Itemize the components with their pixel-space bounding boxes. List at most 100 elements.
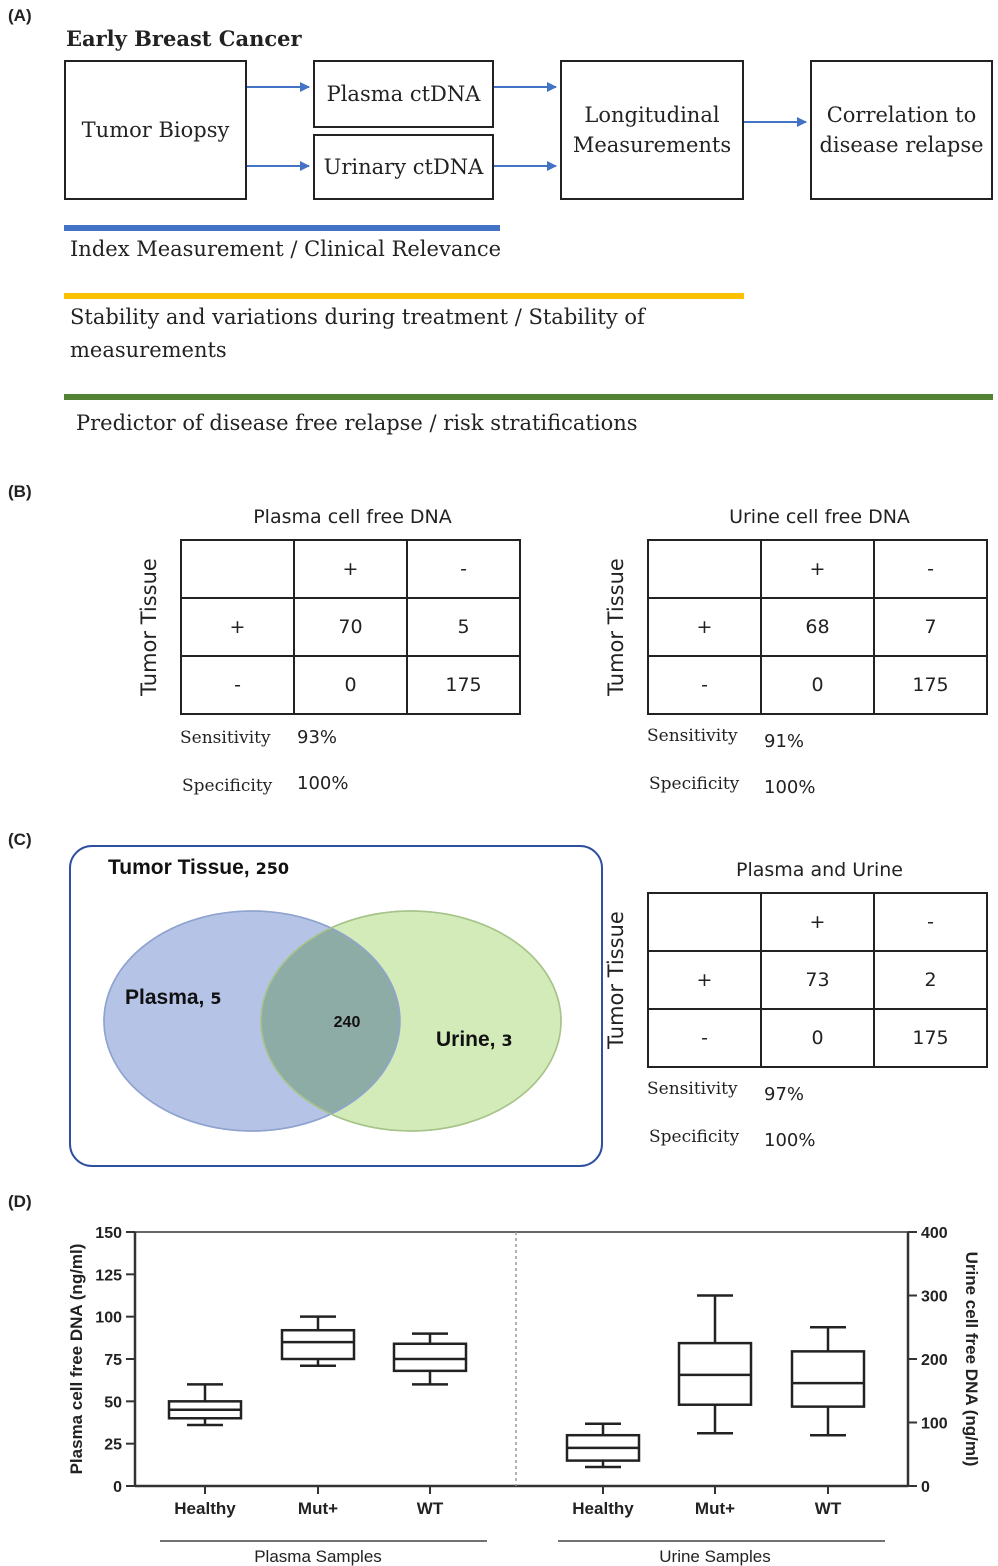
col-header: - bbox=[873, 539, 988, 599]
urine-specificity-value: 100% bbox=[764, 777, 816, 798]
y-tick-label-right: 0 bbox=[921, 1479, 930, 1496]
panel-label-d: (D) bbox=[8, 1192, 32, 1211]
col-header: + bbox=[760, 892, 875, 952]
panel-label-a: (A) bbox=[8, 6, 32, 25]
table-cell: 2 bbox=[873, 950, 988, 1010]
venn-title: Tumor Tissue, 250 bbox=[108, 856, 289, 879]
urine-sensitivity-label: Sensitivity bbox=[647, 726, 738, 746]
index-measurement-label: Index Measurement / Clinical Relevance bbox=[70, 237, 502, 261]
box-right-mut bbox=[677, 1294, 753, 1435]
col-header: - bbox=[873, 892, 988, 952]
panel-a-heading: Early Breast Cancer bbox=[66, 26, 302, 51]
table-cell: 73 bbox=[760, 950, 875, 1010]
left-y-axis-title: Plasma cell free DNA (ng/ml) bbox=[67, 1244, 86, 1475]
box-right-wt bbox=[790, 1326, 866, 1437]
predictor-bar bbox=[64, 394, 993, 400]
combined-specificity-label: Specificity bbox=[649, 1127, 740, 1147]
col-header: + bbox=[760, 539, 875, 599]
y-tick-label-right: 100 bbox=[921, 1416, 948, 1433]
y-tick-label-left: 100 bbox=[95, 1310, 122, 1327]
row-header: + bbox=[647, 597, 762, 657]
correlation-label: Correlation to disease relapse bbox=[819, 102, 984, 157]
tumor-biopsy-label: Tumor Biopsy bbox=[81, 117, 230, 142]
urine-row-axis-label: Tumor Tissue bbox=[604, 558, 628, 696]
table-cell: 0 bbox=[760, 1008, 875, 1068]
x-tick-label: WT bbox=[417, 1499, 444, 1518]
longitudinal-label: Longitudinal Measurements bbox=[572, 102, 732, 157]
stability-bar bbox=[64, 293, 744, 299]
table-cell: 175 bbox=[873, 1008, 988, 1068]
row-header: - bbox=[647, 655, 762, 715]
box-plot-chart: 0 25 50 75 100 125 150 0 100 200 300 400 Healthy Mu… bbox=[67, 1225, 981, 1566]
table-cell: 68 bbox=[760, 597, 875, 657]
box-iqr bbox=[790, 1350, 866, 1408]
urine-contingency-table: + - +68 7 -0 175 bbox=[647, 539, 988, 715]
table-cell: 175 bbox=[406, 655, 521, 715]
table-cell: 7 bbox=[873, 597, 988, 657]
row-header: - bbox=[647, 1008, 762, 1068]
longitudinal-box: Longitudinal Measurements bbox=[560, 60, 744, 200]
table-corner bbox=[647, 539, 762, 599]
combined-sensitivity-value: 97% bbox=[764, 1084, 805, 1105]
combined-table-title: Plasma and Urine bbox=[736, 859, 903, 881]
table-corner bbox=[647, 892, 762, 952]
combined-specificity-value: 100% bbox=[764, 1130, 816, 1151]
flow-arrows bbox=[247, 82, 807, 171]
plasma-table-title: Plasma cell free DNA bbox=[253, 506, 452, 528]
x-tick-label: Healthy bbox=[174, 1499, 236, 1518]
box-left-mut bbox=[280, 1315, 356, 1368]
venn-diagram: Tumor Tissue, 250 Plasma, 5 240 Urine, 3 bbox=[69, 845, 603, 1167]
row-header: - bbox=[180, 655, 295, 715]
y-tick-label-right: 200 bbox=[921, 1352, 948, 1369]
tumor-biopsy-box: Tumor Biopsy bbox=[64, 60, 247, 200]
plasma-sensitivity-label: Sensitivity bbox=[180, 728, 271, 748]
venn-plasma-label: Plasma, 5 bbox=[125, 986, 222, 1009]
y-tick-label-left: 75 bbox=[104, 1352, 122, 1369]
box-left-wt bbox=[392, 1332, 468, 1386]
table-cell: 175 bbox=[873, 655, 988, 715]
col-header: - bbox=[406, 539, 521, 599]
panel-label-c: (C) bbox=[8, 830, 32, 849]
y-tick-label-left: 0 bbox=[113, 1479, 122, 1496]
right-y-axis-title: Urine cell free DNA (ng/ml) bbox=[962, 1252, 981, 1467]
plasma-sensitivity-value: 93% bbox=[297, 727, 338, 748]
combined-contingency-table: + - +73 2 -0 175 bbox=[647, 892, 988, 1068]
table-cell: 0 bbox=[293, 655, 408, 715]
x-tick-label: Healthy bbox=[572, 1499, 634, 1518]
combined-sensitivity-label: Sensitivity bbox=[647, 1079, 738, 1099]
stability-label: Stability and variations during treatmen… bbox=[70, 305, 645, 362]
row-header: + bbox=[180, 597, 295, 657]
table-corner bbox=[180, 539, 295, 599]
plasma-ctdna-box: Plasma ctDNA bbox=[313, 60, 494, 128]
plasma-specificity-value: 100% bbox=[297, 773, 349, 794]
y-tick-label-left: 125 bbox=[95, 1267, 122, 1284]
plasma-row-axis-label: Tumor Tissue bbox=[137, 558, 161, 696]
y-tick-label-right: 400 bbox=[921, 1225, 948, 1242]
combined-row-axis-label: Tumor Tissue bbox=[604, 911, 628, 1049]
plasma-ctdna-label: Plasma ctDNA bbox=[326, 81, 481, 106]
col-header: + bbox=[293, 539, 408, 599]
urine-sensitivity-value: 91% bbox=[764, 731, 805, 752]
panel-label-b: (B) bbox=[8, 482, 32, 501]
box-left-healthy bbox=[167, 1383, 243, 1427]
table-cell: 70 bbox=[293, 597, 408, 657]
y-tick-label-left: 150 bbox=[95, 1225, 122, 1242]
box-iqr bbox=[280, 1328, 356, 1361]
venn-overlap-label: 240 bbox=[334, 1014, 361, 1031]
row-header: + bbox=[647, 950, 762, 1010]
urinary-ctdna-label: Urinary ctDNA bbox=[323, 154, 484, 179]
y-tick-label-left: 25 bbox=[104, 1437, 122, 1454]
predictor-label: Predictor of disease free relapse / risk… bbox=[76, 411, 638, 435]
x-tick-label: Mut+ bbox=[695, 1499, 735, 1518]
y-tick-label-left: 50 bbox=[104, 1394, 122, 1411]
group-label-plasma: Plasma Samples bbox=[254, 1547, 382, 1566]
y-tick-label-right: 300 bbox=[921, 1289, 948, 1306]
x-tick-label: WT bbox=[815, 1499, 842, 1518]
urinary-ctdna-box: Urinary ctDNA bbox=[313, 134, 494, 200]
box-right-healthy bbox=[565, 1422, 641, 1469]
urine-specificity-label: Specificity bbox=[649, 774, 740, 794]
group-label-urine: Urine Samples bbox=[659, 1547, 771, 1566]
x-tick-label: Mut+ bbox=[298, 1499, 338, 1518]
venn-overlap bbox=[261, 911, 400, 1131]
venn-urine-label: Urine, 3 bbox=[436, 1028, 513, 1051]
